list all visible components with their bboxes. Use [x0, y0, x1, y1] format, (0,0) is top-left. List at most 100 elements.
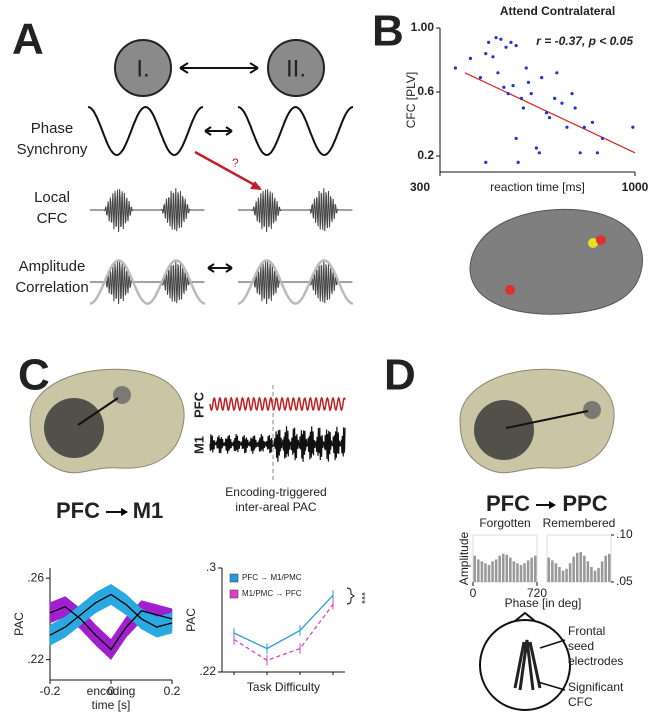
annotation: electrodes [568, 654, 623, 668]
bar [509, 557, 512, 582]
point [578, 151, 582, 155]
bar [607, 553, 611, 582]
point [553, 96, 557, 100]
region [474, 400, 534, 460]
plot-frame [472, 534, 538, 583]
arrow-head [121, 508, 128, 516]
point [519, 96, 524, 100]
bar [590, 566, 593, 582]
point [595, 151, 600, 155]
point [499, 37, 503, 41]
point [484, 52, 488, 56]
y-tick-label: .10 [616, 527, 633, 541]
point [526, 80, 531, 84]
point [582, 125, 586, 129]
x-tick-label: 0 [470, 586, 477, 600]
waveforms [87, 105, 354, 305]
bar [579, 551, 583, 582]
x-tick-label: 0.2 [164, 684, 181, 698]
point [484, 160, 488, 164]
bar [526, 560, 530, 582]
bar [487, 565, 491, 582]
point [491, 55, 495, 59]
region [113, 386, 131, 404]
bar [494, 559, 498, 582]
bar [586, 561, 590, 582]
line [233, 604, 334, 662]
bar [561, 570, 565, 582]
x-tick-label: 1000 [622, 180, 649, 194]
y-tick-label: .22 [199, 664, 216, 678]
question: ? [232, 156, 239, 170]
point [509, 40, 513, 45]
panel-letter: A [12, 15, 44, 64]
point [544, 111, 549, 115]
pathway-label: PFC [56, 498, 100, 523]
burst [90, 260, 205, 305]
bar [593, 570, 597, 582]
bar [583, 555, 586, 582]
y-tick-label: 0.2 [417, 148, 434, 162]
annotation: *** [355, 592, 366, 604]
point [600, 136, 605, 140]
connections [513, 639, 542, 691]
arrow [77, 397, 119, 426]
arrow-head [549, 501, 556, 509]
pfc-signal [209, 396, 346, 412]
point [511, 84, 515, 88]
electrode [588, 238, 598, 248]
bar [473, 555, 477, 582]
annotation: seed [568, 639, 594, 653]
chart: 0.2 0.6 1.00 300 1000 Attend Contralateral CFC… [404, 4, 648, 194]
point [573, 106, 577, 110]
pathway-label: M1 [133, 498, 164, 523]
x-axis-label: reaction time [ms] [490, 180, 585, 194]
row-label: Correlation [15, 279, 88, 296]
bar [512, 561, 516, 582]
burst [90, 188, 205, 233]
nose [514, 611, 536, 622]
region [44, 398, 104, 458]
bar [523, 563, 526, 582]
chart: 0 720 Forgotten Amplitude Phase [in deg] [457, 516, 581, 610]
point [560, 101, 564, 105]
point [540, 76, 544, 80]
bar [516, 563, 519, 582]
annotation: Frontal [568, 624, 605, 638]
bar [530, 557, 533, 582]
point [478, 76, 483, 80]
bar [491, 561, 494, 582]
y-axis-label: PAC [12, 612, 26, 636]
x-tick-label: -0.2 [40, 684, 61, 698]
line [233, 594, 334, 650]
y-axis-label: PAC [184, 608, 198, 632]
y-tick-label: .26 [27, 570, 44, 584]
x-tick-label: 720 [527, 586, 547, 600]
plot-frame [546, 534, 612, 583]
row-label: Amplitude [19, 258, 86, 275]
row-label: Local [34, 189, 70, 206]
bar [558, 566, 561, 582]
signals [209, 396, 346, 462]
electrode [596, 235, 606, 245]
point [631, 125, 635, 129]
caption: inter-areal PAC [235, 500, 316, 514]
point [502, 85, 506, 89]
x-tick-label: 0 [108, 684, 115, 698]
wave [237, 105, 354, 157]
bar [533, 555, 537, 582]
legend-label: PFC → M1/PMC [242, 573, 302, 582]
x-axis-label: encoding [87, 684, 136, 698]
node-label: II. [286, 55, 306, 82]
y-tick-label: .3 [206, 560, 216, 574]
row-label: Phase [31, 120, 74, 137]
line [49, 605, 173, 651]
point [506, 92, 510, 96]
pointer [539, 639, 566, 649]
point [537, 151, 541, 155]
point [534, 146, 538, 150]
point [453, 66, 458, 70]
point [494, 36, 498, 40]
y-axis-label: Amplitude [457, 532, 471, 586]
